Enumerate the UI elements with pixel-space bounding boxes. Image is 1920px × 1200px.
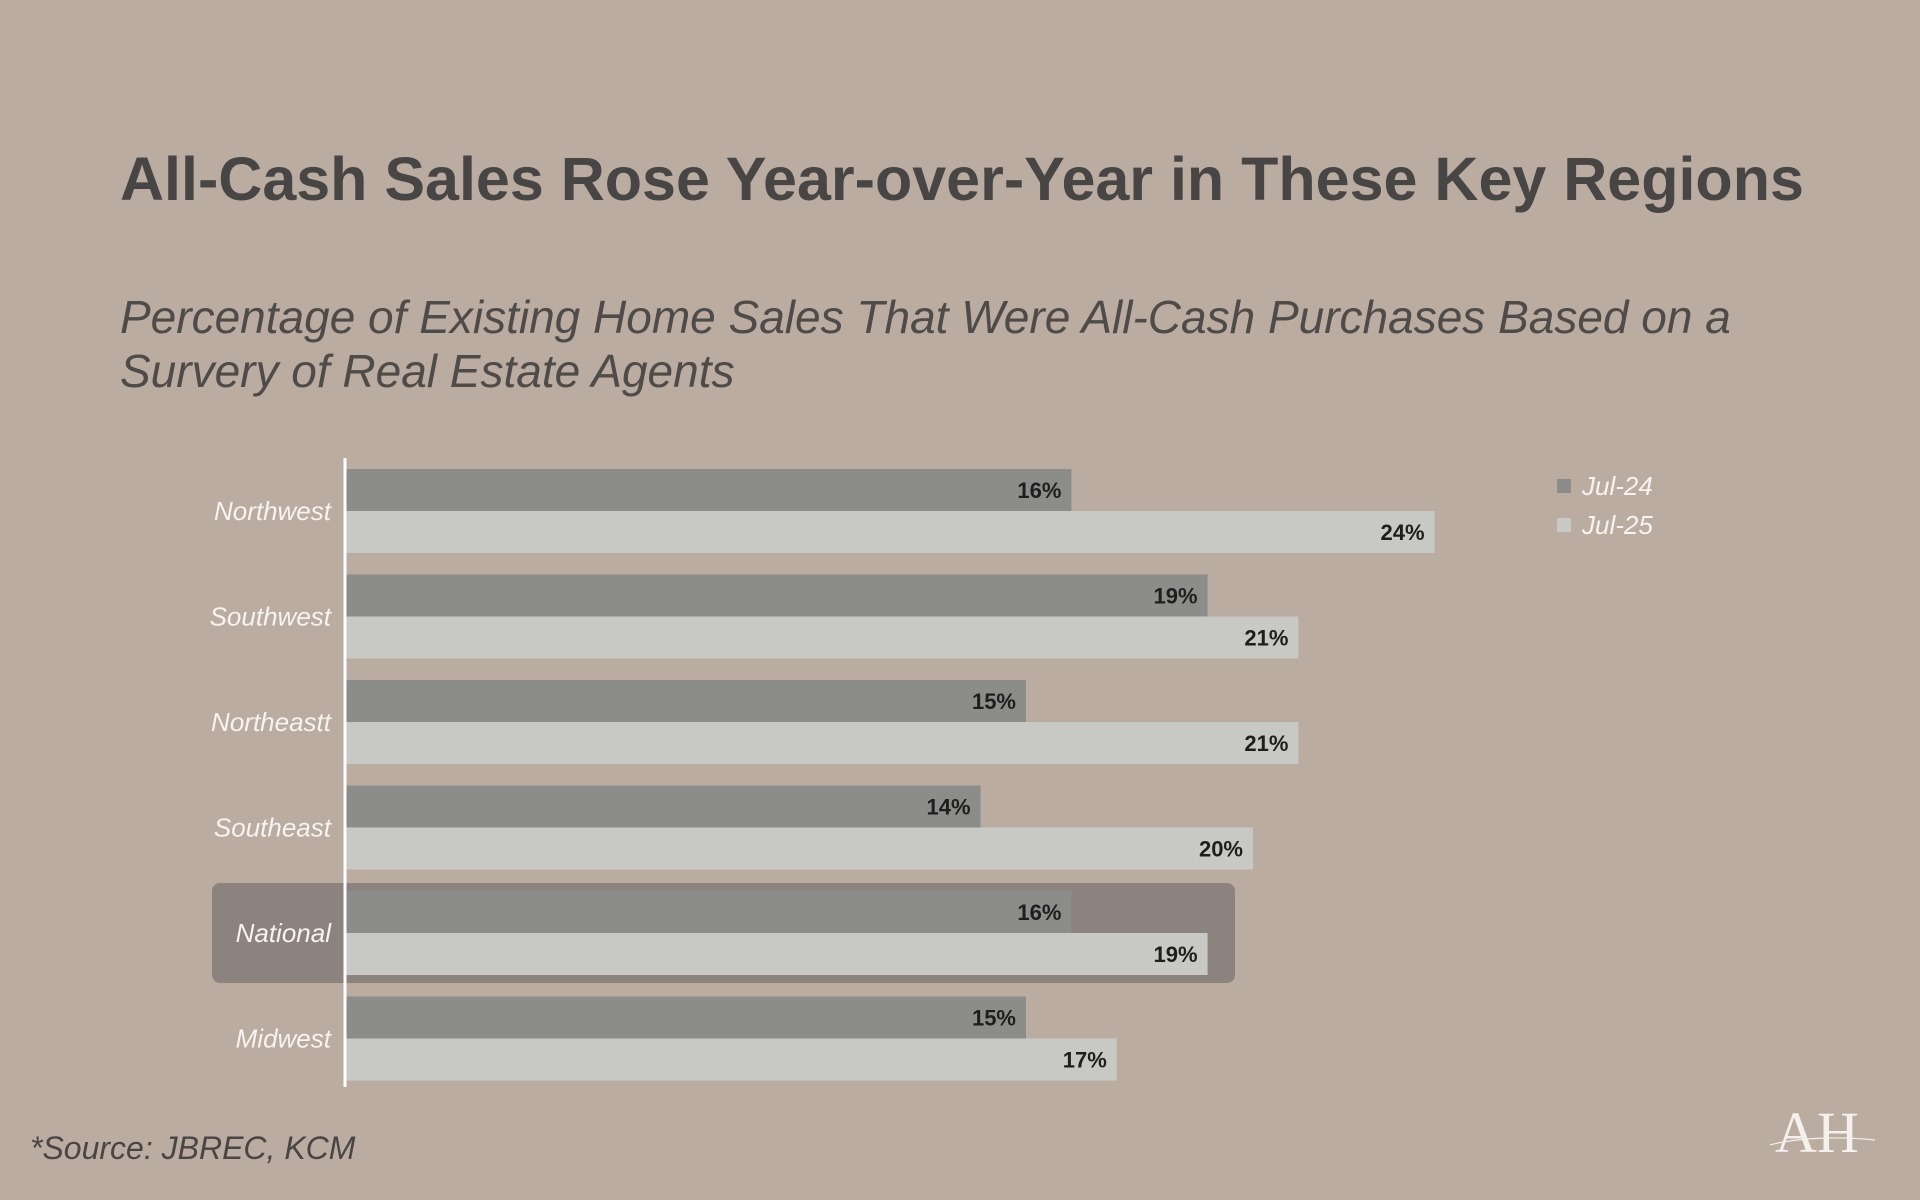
bar-jul-24-southeast — [345, 785, 981, 828]
bar-jul-25-midwest — [345, 1038, 1117, 1081]
legend-swatch — [1557, 518, 1571, 532]
ah-logo: A H — [1769, 1100, 1876, 1160]
svg-text:H: H — [1817, 1100, 1859, 1160]
data-label: 15% — [972, 1006, 1016, 1031]
category-label: Southwest — [210, 602, 333, 632]
data-label: 15% — [972, 689, 1016, 714]
data-label: 14% — [927, 795, 971, 820]
legend-label: Jul-24 — [1581, 471, 1653, 501]
chart-title: All-Cash Sales Rose Year-over-Year in Th… — [120, 145, 1804, 213]
chart-subtitle: Percentage of Existing Home Sales That W… — [120, 291, 1731, 397]
data-label: 21% — [1244, 731, 1288, 756]
category-label: Northeastt — [211, 707, 333, 737]
bar-jul-25-northeastt — [345, 722, 1299, 764]
bar-jul-25-southeast — [345, 827, 1253, 870]
data-label: 21% — [1244, 626, 1288, 651]
data-label: 16% — [1017, 900, 1061, 925]
data-label: 17% — [1063, 1048, 1107, 1073]
data-label: 19% — [1154, 942, 1198, 967]
bar-jul-24-southwest — [345, 574, 1208, 617]
source-note: *Source: JBREC, KCM — [30, 1130, 356, 1166]
legend-swatch — [1557, 479, 1571, 493]
svg-text:A: A — [1775, 1100, 1817, 1160]
category-label: Northwest — [214, 496, 333, 526]
data-label: 20% — [1199, 837, 1243, 862]
category-label: Midwest — [236, 1024, 333, 1054]
legend-label: Jul-25 — [1581, 510, 1653, 540]
bar-jul-24-national — [345, 891, 1072, 933]
bar-jul-24-midwest — [345, 996, 1026, 1039]
bar-jul-25-southwest — [345, 616, 1299, 659]
data-label: 16% — [1017, 478, 1061, 503]
data-label: 19% — [1154, 584, 1198, 609]
category-label: Southeast — [214, 813, 333, 843]
data-label: 24% — [1381, 520, 1425, 545]
bar-jul-24-northwest — [345, 469, 1072, 511]
bar-jul-24-northeastt — [345, 680, 1026, 722]
category-label: National — [236, 918, 333, 948]
bar-jul-25-national — [345, 933, 1208, 975]
bar-jul-25-northwest — [345, 511, 1435, 553]
